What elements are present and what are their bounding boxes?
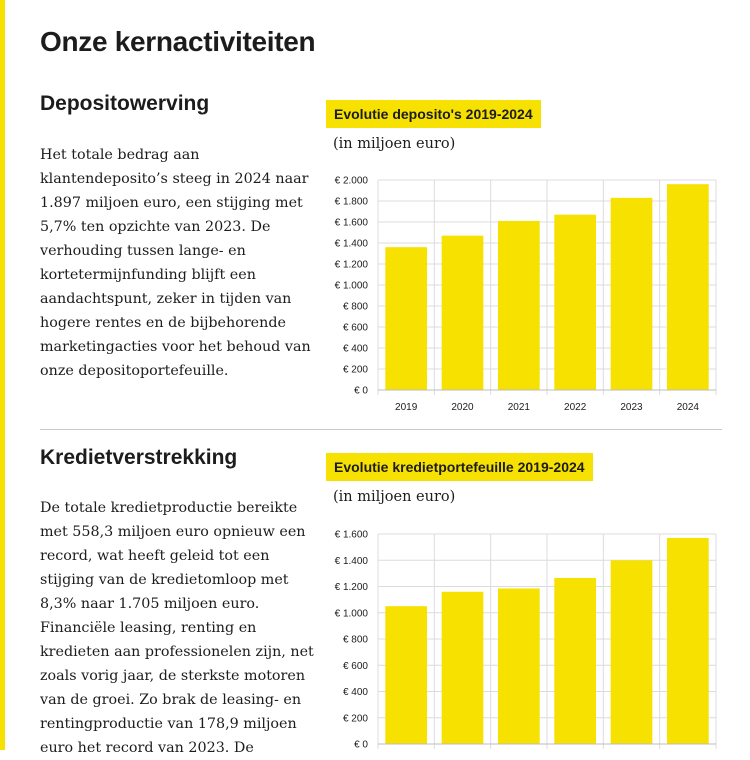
paragraph-line: hogere rentes en de bijbehorende <box>40 315 286 331</box>
y-tick-label: € 1.400 <box>335 556 369 567</box>
paragraph-line: 5,7% ten opzichte van 2023. De <box>40 219 271 235</box>
y-tick-label: € 1.000 <box>335 281 369 292</box>
bar-2020 <box>441 235 484 390</box>
y-tick-label: € 0 <box>354 740 368 751</box>
bar-2022 <box>554 577 597 744</box>
paragraph-line: van de groei. Zo brak de leasing- en <box>40 692 302 708</box>
x-tick-label: 2023 <box>620 402 643 413</box>
paragraph-line: zoals vorig jaar, de sterkste motoren <box>40 668 306 684</box>
section-heading-kredietverstrekking: Kredietverstrekking <box>40 446 238 469</box>
bar-2023 <box>610 197 653 390</box>
y-tick-label: € 800 <box>343 635 368 646</box>
paragraph-line: onze depositoportefeuille. <box>40 363 229 379</box>
bar-2019 <box>385 606 428 744</box>
chart-unit-credit: (in miljoen euro) <box>333 489 456 505</box>
y-tick-label: € 2.000 <box>335 176 369 187</box>
x-tick-label: 2019 <box>395 402 418 413</box>
accent-bar <box>0 0 5 750</box>
bar-2024 <box>666 537 709 744</box>
chart-title-deposits: Evolutie deposito's 2019-2024 <box>326 100 541 128</box>
y-tick-label: € 0 <box>354 386 368 397</box>
paragraph-line: stijging van de kredietomloop met <box>40 572 289 588</box>
bar-2021 <box>497 588 540 744</box>
y-tick-label: € 400 <box>343 344 368 355</box>
credit-bar-chart: € 0 € 200 € 400 € 600 € 800 € 1.000 € 1.200 € 1… <box>335 530 717 751</box>
bar-2024 <box>666 184 709 390</box>
section-heading-depositowerving: Depositowerving <box>40 92 210 115</box>
page-title: Onze kernactiviteiten <box>40 26 316 57</box>
y-tick-label: € 200 <box>343 713 368 724</box>
x-tick-label: 2022 <box>564 402 587 413</box>
y-tick-label: € 1.600 <box>335 218 369 229</box>
paragraph-line: klantendeposito’s steeg in 2024 naar <box>40 171 309 187</box>
y-tick-label: € 1.600 <box>335 530 369 541</box>
section-paragraph-depositowerving: Het totale bedrag aan klantendeposito’s … <box>40 143 311 383</box>
paragraph-line: verhouding tussen lange- en <box>40 243 246 259</box>
chart-unit-deposits: (in miljoen euro) <box>333 136 456 152</box>
x-tick-label: 2020 <box>451 402 474 413</box>
deposits-bar-chart: € 0 € 200 € 400 € 600 € 800 € 1.000 € 1.200 € 1… <box>335 176 717 413</box>
y-tick-label: € 1.400 <box>335 239 369 250</box>
y-tick-label: € 1.000 <box>335 608 369 619</box>
paragraph-line: kredieten aan professionelen zijn, net <box>40 644 314 660</box>
paragraph-line: kortetermijnfunding blijft een <box>40 267 256 283</box>
paragraph-line: euro het record van 2023. De <box>40 740 254 756</box>
y-tick-label: € 1.200 <box>335 582 369 593</box>
y-tick-label: € 600 <box>343 661 368 672</box>
y-tick-label: € 200 <box>343 365 368 376</box>
bar-2019 <box>385 247 428 390</box>
section-divider <box>40 429 722 430</box>
y-tick-label: € 400 <box>343 687 368 698</box>
chart-title-credit: Evolutie kredietportefeuille 2019-2024 <box>326 453 593 481</box>
paragraph-line: 8,3% naar 1.705 miljoen euro. <box>40 596 260 612</box>
bar-2022 <box>554 214 597 390</box>
paragraph-line: marketingacties voor het behoud van <box>40 339 311 355</box>
x-tick-label: 2021 <box>508 402 531 413</box>
bar-2020 <box>441 591 484 744</box>
paragraph-line: met 558,3 miljoen euro opnieuw een <box>40 524 306 540</box>
bar-2021 <box>497 220 540 390</box>
paragraph-line: De totale kredietproductie bereikte <box>40 500 298 516</box>
paragraph-line: record, wat heeft geleid tot een <box>40 548 270 564</box>
section-paragraph-kredietverstrekking: De totale kredietproductie bereikte met … <box>40 496 314 760</box>
y-tick-label: € 1.200 <box>335 260 369 271</box>
paragraph-line: Financiële leasing, renting en <box>40 620 257 636</box>
y-tick-label: € 600 <box>343 323 368 334</box>
paragraph-line: aandachtspunt, zeker in tijden van <box>40 291 292 307</box>
y-tick-label: € 1.800 <box>335 197 369 208</box>
paragraph-line: 1.897 miljoen euro, een stijging met <box>40 195 303 211</box>
paragraph-line: Het totale bedrag aan <box>40 147 200 163</box>
bar-2023 <box>610 560 653 744</box>
y-tick-label: € 800 <box>343 302 368 313</box>
x-tick-label: 2024 <box>677 402 700 413</box>
paragraph-line: rentingproductie van 178,9 miljoen <box>40 716 297 732</box>
